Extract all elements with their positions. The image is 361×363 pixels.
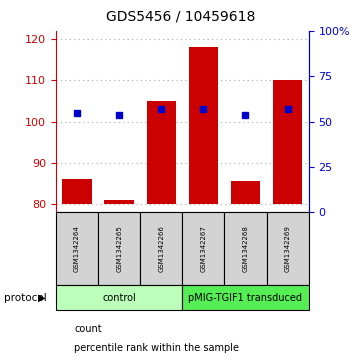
Bar bbox=[104, 200, 134, 204]
Text: GSM1342266: GSM1342266 bbox=[158, 225, 164, 272]
Bar bbox=[188, 47, 218, 204]
Bar bbox=[56, 285, 182, 310]
Text: GSM1342268: GSM1342268 bbox=[243, 225, 248, 272]
Text: protocol: protocol bbox=[4, 293, 46, 303]
Bar bbox=[225, 212, 266, 285]
Bar bbox=[182, 285, 309, 310]
Bar bbox=[182, 212, 225, 285]
Text: pMIG-TGIF1 transduced: pMIG-TGIF1 transduced bbox=[188, 293, 303, 303]
Bar bbox=[56, 212, 98, 285]
Text: GDS5456 / 10459618: GDS5456 / 10459618 bbox=[106, 9, 255, 23]
Text: GSM1342267: GSM1342267 bbox=[200, 225, 206, 272]
Bar bbox=[62, 179, 92, 204]
Bar bbox=[266, 212, 309, 285]
Text: control: control bbox=[102, 293, 136, 303]
Text: GSM1342264: GSM1342264 bbox=[74, 225, 80, 272]
Bar bbox=[273, 80, 302, 204]
Bar bbox=[98, 212, 140, 285]
Text: count: count bbox=[74, 323, 102, 334]
Bar bbox=[231, 182, 260, 204]
Text: GSM1342269: GSM1342269 bbox=[284, 225, 291, 272]
Bar bbox=[147, 101, 176, 204]
Bar bbox=[140, 212, 182, 285]
Text: GSM1342265: GSM1342265 bbox=[116, 225, 122, 272]
Text: ▶: ▶ bbox=[38, 293, 45, 303]
Text: percentile rank within the sample: percentile rank within the sample bbox=[74, 343, 239, 354]
